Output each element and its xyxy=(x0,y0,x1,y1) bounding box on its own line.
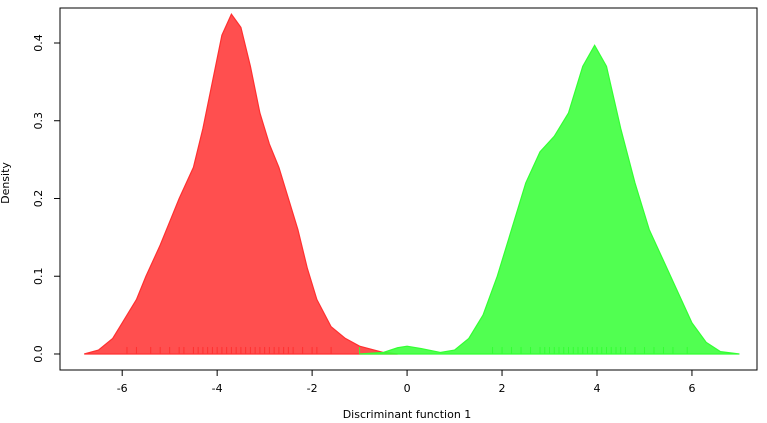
y-tick-label: 0.2 xyxy=(32,190,45,208)
y-tick-label: 0.0 xyxy=(32,345,45,363)
y-tick-label: 0.4 xyxy=(32,34,45,52)
x-tick-label: 4 xyxy=(593,382,600,395)
x-tick-label: 6 xyxy=(688,382,695,395)
x-tick-label: -2 xyxy=(307,382,318,395)
x-axis-label: Discriminant function 1 xyxy=(343,408,472,421)
x-tick-label: -4 xyxy=(212,382,223,395)
y-tick-label: 0.1 xyxy=(32,267,45,285)
density-area xyxy=(359,44,740,355)
y-tick-label: 0.3 xyxy=(32,112,45,130)
x-tick-label: 2 xyxy=(499,382,506,395)
plot-frame xyxy=(59,7,758,371)
x-tick-label: 0 xyxy=(404,382,411,395)
x-tick-label: -6 xyxy=(117,382,128,395)
y-axis-label: Density xyxy=(0,162,12,204)
density-area xyxy=(84,13,398,355)
